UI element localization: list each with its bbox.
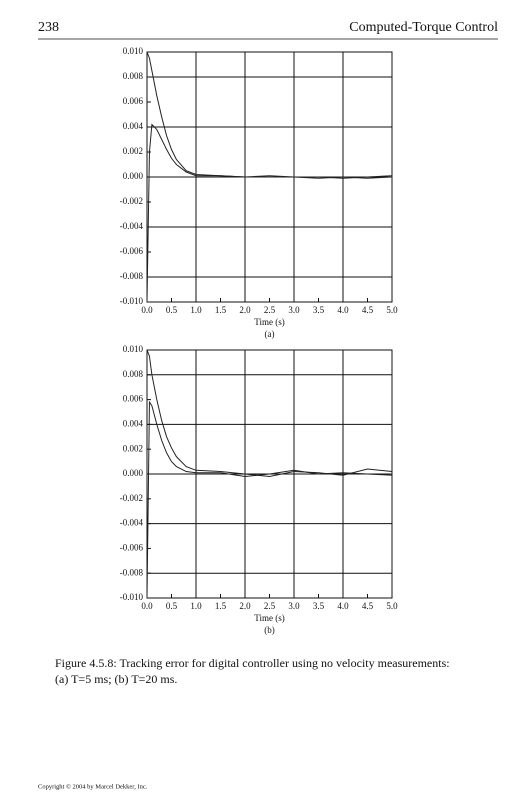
y-tick-label: 0.008	[123, 369, 144, 379]
y-tick-label: 0.006	[123, 96, 144, 106]
x-tick-label: 3.5	[313, 601, 325, 611]
y-tick-label: -0.004	[120, 221, 144, 231]
x-tick-label: 1.0	[190, 601, 202, 611]
caption-line: Figure 4.5.8: Tracking error for digital…	[55, 656, 450, 670]
y-tick-label: -0.008	[120, 271, 144, 281]
x-tick-label: 1.0	[190, 305, 202, 315]
y-tick-label: -0.008	[120, 567, 144, 577]
y-tick-label: -0.004	[120, 518, 144, 528]
y-tick-label: -0.002	[120, 196, 143, 206]
y-tick-label: 0.002	[123, 146, 143, 156]
x-tick-label: 3.5	[313, 305, 325, 315]
x-tick-label: 1.5	[215, 305, 227, 315]
copyright: Copyright © 2004 by Marcel Dekker, Inc.	[38, 783, 148, 790]
x-tick-label: 0.5	[166, 601, 178, 611]
x-tick-label: 2.5	[264, 601, 276, 611]
x-tick-label: 3.0	[288, 601, 300, 611]
y-tick-label: -0.006	[120, 246, 144, 256]
x-tick-label: 2.5	[264, 305, 276, 315]
y-tick-label: 0.002	[123, 443, 143, 453]
y-tick-label: -0.002	[120, 493, 143, 503]
y-tick-label: -0.010	[120, 296, 144, 306]
x-axis-label: Time (s)	[254, 317, 284, 327]
x-tick-label: 2.0	[239, 601, 251, 611]
y-tick-label: 0.006	[123, 394, 144, 404]
x-tick-label: 0.5	[166, 305, 178, 315]
y-tick-label: 0.000	[123, 468, 144, 478]
y-tick-label: 0.004	[123, 121, 144, 131]
data-line	[146, 400, 393, 599]
caption-line: (a) T=5 ms; (b) T=20 ms.	[55, 672, 177, 686]
x-tick-label: 0.0	[141, 601, 153, 611]
x-tick-label: 4.0	[337, 601, 349, 611]
y-tick-label: -0.006	[120, 542, 144, 552]
x-tick-label: 4.5	[362, 601, 374, 611]
y-tick-label: 0.004	[123, 418, 144, 428]
y-tick-label: 0.010	[123, 46, 144, 56]
running-title: Computed-Torque Control	[349, 20, 498, 35]
x-tick-label: 5.0	[386, 601, 398, 611]
x-tick-label: 3.0	[288, 305, 300, 315]
y-tick-label: 0.008	[123, 71, 144, 81]
x-tick-label: 2.0	[239, 305, 251, 315]
data-line	[146, 123, 393, 303]
data-line	[146, 51, 393, 179]
subfigure-label: (b)	[264, 625, 275, 635]
x-tick-label: 4.5	[362, 305, 374, 315]
subfigure-label: (a)	[265, 329, 275, 339]
x-tick-label: 1.5	[215, 601, 227, 611]
data-line	[146, 349, 393, 477]
y-tick-label: 0.010	[123, 344, 144, 354]
x-tick-label: 4.0	[337, 305, 349, 315]
page-number: 238	[38, 20, 59, 35]
y-tick-label: -0.010	[120, 592, 144, 602]
y-tick-label: 0.000	[123, 171, 144, 181]
x-tick-label: 0.0	[141, 305, 153, 315]
x-tick-label: 5.0	[386, 305, 398, 315]
x-axis-label: Time (s)	[254, 613, 284, 623]
